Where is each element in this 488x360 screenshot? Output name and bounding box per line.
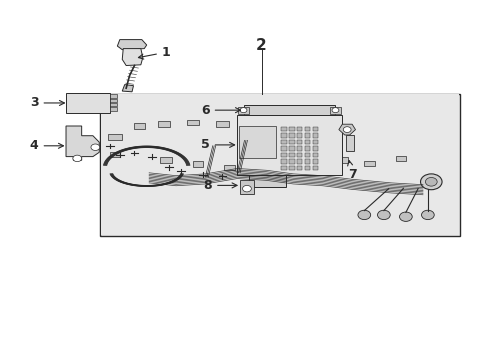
Circle shape xyxy=(331,108,338,113)
Bar xyxy=(288,166,294,170)
Bar xyxy=(281,159,286,164)
Bar xyxy=(288,140,294,144)
Bar xyxy=(312,166,317,170)
Bar xyxy=(281,133,286,138)
Circle shape xyxy=(420,174,441,190)
Circle shape xyxy=(421,210,433,220)
Circle shape xyxy=(377,210,389,220)
Bar xyxy=(110,103,117,106)
Bar xyxy=(134,123,144,129)
Polygon shape xyxy=(122,85,133,92)
Bar xyxy=(238,107,248,114)
Bar xyxy=(239,126,275,158)
Bar xyxy=(304,146,309,151)
Circle shape xyxy=(357,210,370,220)
Bar xyxy=(363,161,374,166)
Text: 8: 8 xyxy=(203,179,237,192)
Bar xyxy=(281,153,286,157)
Bar xyxy=(312,133,317,138)
Bar xyxy=(395,156,406,161)
Bar xyxy=(304,153,309,157)
Circle shape xyxy=(343,127,350,132)
Bar xyxy=(304,166,309,170)
Bar xyxy=(312,146,317,151)
Text: 3: 3 xyxy=(30,96,64,109)
Bar xyxy=(249,175,285,187)
Bar xyxy=(296,146,302,151)
Bar xyxy=(66,93,110,113)
Bar xyxy=(292,156,304,161)
Polygon shape xyxy=(117,40,146,50)
Bar xyxy=(312,140,317,144)
Bar xyxy=(281,140,286,144)
Bar xyxy=(239,180,254,194)
Bar xyxy=(110,152,120,157)
Bar xyxy=(312,127,317,131)
Bar xyxy=(345,135,353,151)
Bar xyxy=(224,165,235,170)
Bar xyxy=(108,134,122,140)
Bar xyxy=(288,153,294,157)
Bar xyxy=(157,121,170,127)
Polygon shape xyxy=(122,49,142,66)
Bar xyxy=(296,159,302,164)
Bar xyxy=(304,159,309,164)
Bar xyxy=(329,107,340,114)
Text: 1: 1 xyxy=(138,46,170,59)
Bar xyxy=(110,107,117,111)
Bar xyxy=(288,146,294,151)
Text: 6: 6 xyxy=(201,104,240,117)
Polygon shape xyxy=(66,126,99,160)
Circle shape xyxy=(73,155,81,162)
Circle shape xyxy=(242,185,251,192)
Bar xyxy=(101,94,458,235)
Text: 7: 7 xyxy=(347,161,356,181)
Text: 5: 5 xyxy=(201,138,234,152)
Bar xyxy=(304,127,309,131)
Text: 2: 2 xyxy=(256,37,266,53)
Circle shape xyxy=(425,177,436,186)
Bar xyxy=(288,159,294,164)
Bar xyxy=(281,166,286,170)
Bar xyxy=(110,94,117,98)
Bar xyxy=(192,161,203,167)
Bar xyxy=(304,140,309,144)
Polygon shape xyxy=(338,124,355,135)
Bar xyxy=(296,127,302,131)
Bar xyxy=(312,159,317,164)
Bar xyxy=(309,161,320,166)
Bar xyxy=(288,127,294,131)
Bar xyxy=(256,157,271,164)
Bar xyxy=(304,133,309,138)
Bar xyxy=(296,166,302,170)
Bar xyxy=(110,99,117,102)
Bar xyxy=(312,153,317,157)
Bar xyxy=(237,115,342,175)
Bar xyxy=(281,146,286,151)
Bar xyxy=(336,157,347,163)
Bar xyxy=(160,157,172,163)
Bar xyxy=(288,133,294,138)
Bar xyxy=(186,120,199,125)
Circle shape xyxy=(399,212,411,221)
Bar xyxy=(296,133,302,138)
Bar xyxy=(281,127,286,131)
Bar xyxy=(239,121,249,127)
Circle shape xyxy=(91,144,100,150)
Bar xyxy=(216,121,228,127)
Bar xyxy=(296,153,302,157)
Circle shape xyxy=(240,108,246,113)
Bar xyxy=(100,94,459,236)
Text: 4: 4 xyxy=(30,139,63,152)
Bar xyxy=(296,140,302,144)
Bar xyxy=(244,105,334,115)
